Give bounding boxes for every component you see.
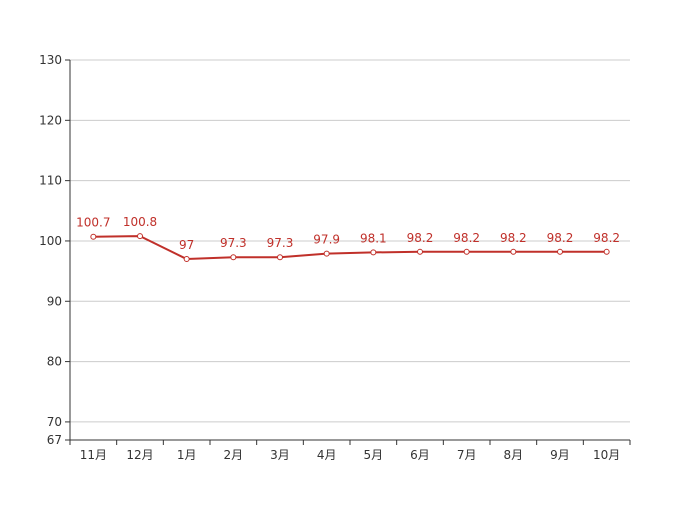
x-tick-label: 10月 bbox=[593, 448, 620, 462]
data-label: 98.2 bbox=[547, 231, 574, 245]
data-label: 98.2 bbox=[453, 231, 480, 245]
x-tick-label: 6月 bbox=[410, 448, 430, 462]
data-label: 100.8 bbox=[123, 215, 157, 229]
x-tick-label: 4月 bbox=[317, 448, 337, 462]
y-tick-label: 80 bbox=[47, 355, 62, 369]
data-label: 97.3 bbox=[220, 236, 247, 250]
data-point bbox=[277, 254, 283, 261]
y-tick-label: 70 bbox=[47, 415, 62, 429]
y-tick-labels: 67 70 80 90 100 110 120 130 bbox=[39, 53, 62, 447]
x-tick-label: 7月 bbox=[457, 448, 477, 462]
data-point bbox=[230, 254, 237, 261]
y-tick-label: 100 bbox=[39, 234, 62, 248]
x-tick-label: 5月 bbox=[364, 448, 384, 462]
x-tick-label: 3月 bbox=[270, 448, 290, 462]
data-point bbox=[603, 248, 610, 255]
series-line bbox=[93, 235, 607, 261]
data-label: 98.2 bbox=[407, 231, 434, 245]
data-point bbox=[90, 233, 97, 240]
data-label: 97.9 bbox=[313, 233, 340, 247]
x-tick-label: 1月 bbox=[177, 448, 197, 462]
x-tick-label: 9月 bbox=[550, 448, 570, 462]
gridlines bbox=[70, 59, 630, 423]
x-tick-label: 11月 bbox=[80, 448, 107, 462]
data-label: 98.1 bbox=[360, 231, 387, 245]
x-tick-label: 8月 bbox=[504, 448, 524, 462]
data-label: 98.2 bbox=[500, 231, 527, 245]
y-tick-label: 67 bbox=[47, 433, 62, 447]
y-tick-label: 120 bbox=[39, 113, 62, 127]
data-labels: 100.7 100.8 97 97.3 97.3 97.9 98.1 98.2 98.2 98.2… bbox=[76, 215, 620, 252]
data-label: 100.7 bbox=[76, 216, 110, 230]
data-point bbox=[557, 248, 563, 255]
data-point bbox=[463, 248, 470, 255]
data-point bbox=[370, 249, 377, 256]
data-point bbox=[137, 233, 143, 240]
axes bbox=[65, 59, 631, 445]
data-label: 98.2 bbox=[593, 231, 620, 245]
data-point bbox=[510, 248, 517, 255]
data-point bbox=[183, 256, 190, 263]
series bbox=[90, 233, 610, 263]
data-label: 97.3 bbox=[267, 236, 294, 250]
x-tick-label: 2月 bbox=[224, 448, 244, 462]
data-point bbox=[417, 248, 423, 255]
data-point bbox=[323, 250, 330, 257]
data-label: 97 bbox=[179, 238, 194, 252]
y-tick-label: 90 bbox=[47, 294, 62, 308]
y-tick-label: 110 bbox=[39, 174, 62, 188]
x-tick-label: 12月 bbox=[126, 448, 153, 462]
y-tick-label: 130 bbox=[39, 53, 62, 67]
x-tick-labels: 11月 12月 1月 2月 3月 4月 5月 6月 7月 8月 9月 10月 bbox=[80, 448, 621, 462]
